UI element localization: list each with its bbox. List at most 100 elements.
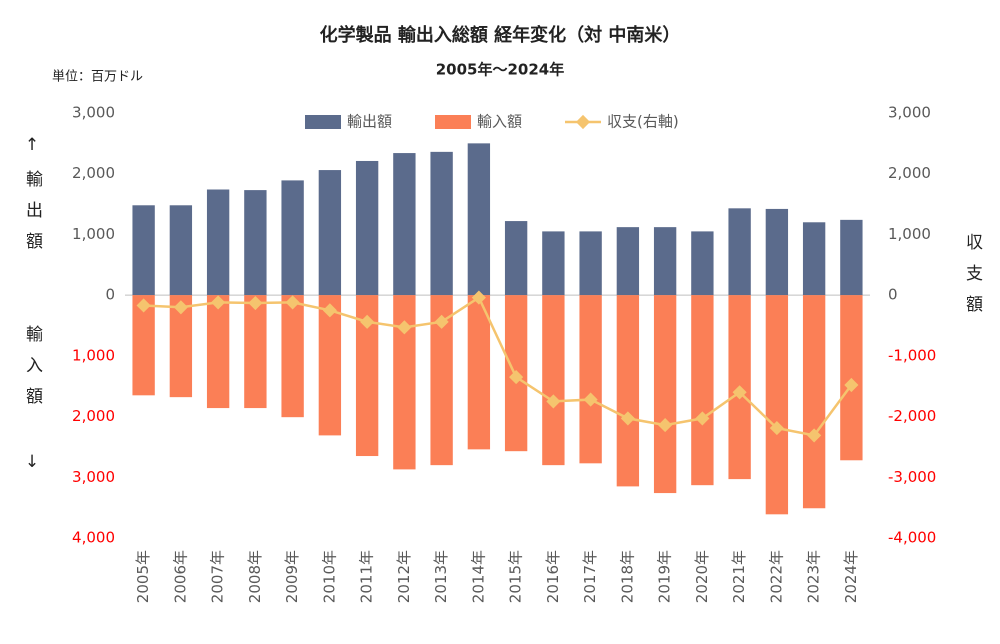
x-tick-label: 2014年 bbox=[469, 550, 487, 603]
bar bbox=[169, 205, 193, 296]
bar bbox=[653, 227, 677, 296]
y-tick-label: 2,000 bbox=[72, 164, 115, 182]
bar bbox=[840, 219, 863, 296]
arrow-up: ↑ bbox=[25, 135, 39, 155]
bar bbox=[132, 295, 155, 396]
balance-marker bbox=[583, 392, 598, 407]
bar bbox=[393, 295, 416, 470]
bar bbox=[653, 295, 677, 494]
bar bbox=[467, 295, 491, 450]
x-tick-label: 2015年 bbox=[507, 550, 525, 603]
bar bbox=[840, 295, 863, 461]
legend-label: 収支(右軸) bbox=[607, 113, 679, 131]
bar bbox=[616, 295, 640, 487]
bar bbox=[467, 143, 491, 296]
x-tick-label: 2024年 bbox=[842, 550, 860, 603]
legend-swatch bbox=[305, 115, 341, 129]
y2-tick-label: 1,000 bbox=[888, 225, 931, 243]
bar bbox=[728, 208, 751, 296]
x-tick-label: 2019年 bbox=[656, 550, 674, 603]
balance-marker bbox=[620, 411, 635, 426]
x-tick-label: 2013年 bbox=[432, 550, 450, 603]
bar bbox=[132, 205, 155, 296]
bar bbox=[691, 231, 714, 296]
bar bbox=[542, 231, 565, 296]
bar bbox=[318, 295, 342, 436]
y-tick-label: 0 bbox=[105, 286, 115, 304]
x-tick-label: 2022年 bbox=[767, 550, 785, 603]
bar bbox=[281, 180, 304, 296]
balance-marker bbox=[285, 295, 300, 310]
y2-tick-label: -4,000 bbox=[888, 529, 936, 547]
y-axis-label-top: 輸出額 bbox=[22, 170, 43, 263]
bar bbox=[206, 189, 230, 296]
balance-marker bbox=[322, 303, 337, 318]
bar bbox=[616, 227, 640, 296]
y2-tick-label: 2,000 bbox=[888, 164, 931, 182]
bar bbox=[691, 295, 714, 486]
bar bbox=[393, 153, 416, 296]
x-tick-label: 2007年 bbox=[209, 550, 227, 603]
balance-marker bbox=[136, 298, 151, 313]
x-tick-label: 2011年 bbox=[358, 550, 376, 603]
balance-marker bbox=[546, 394, 561, 409]
y2-tick-label: 0 bbox=[888, 286, 898, 304]
y-tick-label: 2,000 bbox=[72, 407, 115, 425]
y2-tick-label: -3,000 bbox=[888, 468, 936, 486]
balance-marker bbox=[509, 370, 524, 385]
balance-marker bbox=[844, 377, 859, 393]
y-tick-label: 3,000 bbox=[72, 104, 115, 122]
bar bbox=[355, 295, 379, 457]
chart-title: 化学製品 輸出入総額 経年変化（対 中南米） bbox=[320, 24, 681, 46]
balance-marker bbox=[695, 411, 710, 426]
legend-label: 輸出額 bbox=[347, 113, 392, 131]
balance-marker bbox=[434, 314, 449, 329]
balance-marker bbox=[173, 300, 188, 315]
balance-marker bbox=[360, 314, 375, 329]
x-tick-label: 2009年 bbox=[283, 550, 301, 603]
y-tick-label: 3,000 bbox=[72, 468, 115, 486]
y2-tick-label: 3,000 bbox=[888, 104, 931, 122]
x-tick-label: 2008年 bbox=[246, 550, 264, 603]
bar bbox=[430, 295, 453, 466]
y2-tick-label: -1,000 bbox=[888, 346, 936, 364]
balance-marker bbox=[807, 428, 822, 443]
bar bbox=[542, 295, 565, 466]
bar bbox=[244, 295, 267, 409]
x-tick-label: 2012年 bbox=[395, 550, 413, 603]
bar bbox=[802, 295, 826, 509]
x-tick-label: 2018年 bbox=[618, 550, 636, 603]
legend-swatch bbox=[435, 115, 471, 129]
x-tick-label: 2017年 bbox=[581, 550, 599, 603]
bar bbox=[281, 295, 304, 418]
bar bbox=[765, 295, 789, 515]
bar bbox=[579, 231, 602, 296]
bar bbox=[765, 208, 789, 296]
y-tick-label: 1,000 bbox=[72, 225, 115, 243]
balance-marker bbox=[471, 290, 486, 305]
bar bbox=[430, 151, 453, 296]
y2-axis-label: 収支額 bbox=[962, 233, 983, 326]
bar bbox=[169, 295, 193, 398]
balance-marker bbox=[211, 295, 226, 310]
bar bbox=[318, 170, 342, 296]
bar bbox=[579, 295, 602, 464]
balance-marker bbox=[732, 385, 747, 400]
bar bbox=[802, 222, 826, 296]
x-tick-label: 2020年 bbox=[693, 550, 711, 603]
y-tick-label: 4,000 bbox=[72, 529, 115, 547]
x-tick-label: 2023年 bbox=[805, 550, 823, 603]
bar bbox=[504, 221, 528, 296]
unit-note: 単位：百万ドル bbox=[52, 69, 143, 85]
arrow-down: ↓ bbox=[25, 452, 39, 472]
bar bbox=[244, 190, 267, 296]
balance-marker bbox=[397, 320, 412, 335]
balance-marker bbox=[248, 295, 263, 311]
legend-label: 輸入額 bbox=[477, 113, 522, 131]
x-tick-label: 2010年 bbox=[320, 550, 338, 603]
legend-marker bbox=[575, 114, 591, 130]
x-tick-label: 2021年 bbox=[730, 550, 748, 603]
x-tick-label: 2005年 bbox=[134, 550, 152, 603]
y-tick-label: 1,000 bbox=[72, 346, 115, 364]
